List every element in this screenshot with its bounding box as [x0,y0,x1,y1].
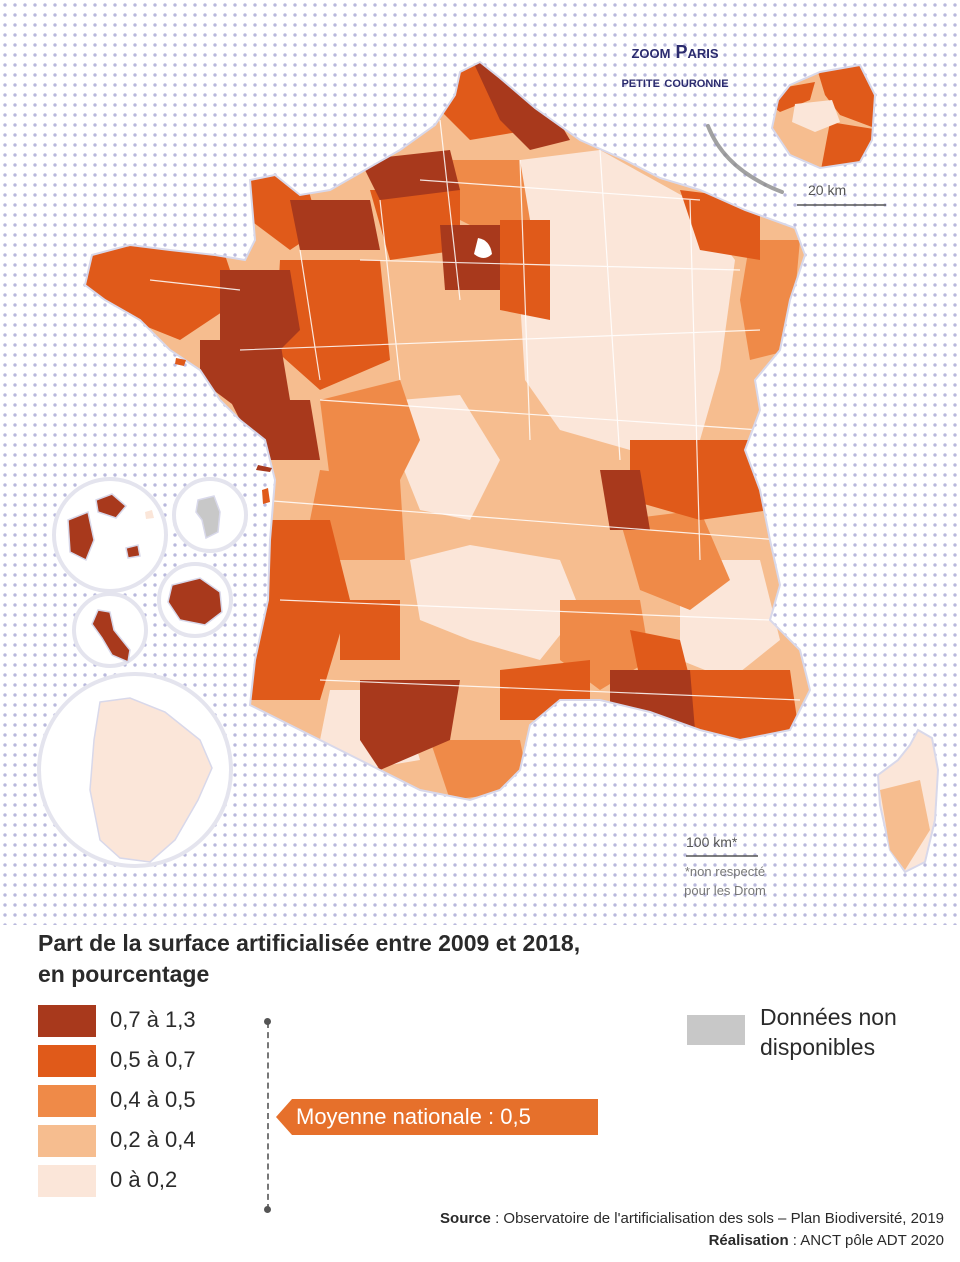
scale-note-line1: *non respecté [684,864,766,879]
france-choropleth-map [37,60,940,874]
france-outline [83,60,812,802]
map-area: zoom Paris petite couronne 20 km 100 km*… [0,0,960,925]
national-average-tag: Moyenne nationale : 0,5 [276,1099,598,1135]
zoom-title: zoom Paris [631,42,719,62]
realisation-value: : ANCT pôle ADT 2020 [788,1232,944,1249]
no-data-swatch [687,1015,745,1045]
legend-label: 0,5 à 0,7 [110,1047,196,1072]
guyane-inset [37,672,233,868]
paris-zoom-inset [770,63,877,170]
legend-swatch [38,1085,96,1117]
reunion-inset [157,562,233,638]
zoom-connector-curve [706,124,784,194]
no-data-line2: disponibles [760,1034,876,1060]
main-scale-label: 100 km* [686,834,738,850]
no-data-line1: Données non [760,1004,897,1030]
source-key: Source [440,1210,491,1227]
legend-title: Part de la surface artificialisée entre … [38,928,798,990]
mayotte-inset [172,477,248,553]
source-value: : Observatoire de l'artificialisation de… [490,1210,944,1227]
guadeloupe-inset [52,477,168,593]
belle-ile [175,358,186,366]
national-average-label: Moyenne nationale : 0,5 [296,1104,531,1129]
legend-scale-axis [267,1022,269,1210]
legend-swatch [38,1165,96,1197]
axis-bottom-dot [264,1206,271,1213]
legend-label: 0,4 à 0,5 [110,1087,196,1112]
department-borders [149,119,801,701]
zoom-subtitle: petite couronne [621,74,729,91]
source-credit: Source : Observatoire de l'artificialisa… [440,1210,944,1227]
ile-oleron [262,488,270,504]
legend-label: 0,2 à 0,4 [110,1127,196,1152]
realisation-key: Réalisation [708,1232,789,1249]
legend-title-line2: en pourcentage [38,961,210,987]
scale-note-line2: pour les Drom [684,883,766,898]
axis-top-dot [264,1018,271,1025]
legend-label: 0 à 0,2 [110,1167,178,1192]
martinique-inset [72,592,148,668]
legend-swatch [38,1125,96,1157]
legend-title-line1: Part de la surface artificialisée entre … [38,930,581,956]
zoom-scale-label: 20 km [808,182,847,198]
no-data-label: Données non disponibles [760,1002,940,1062]
legend-label: 0,7 à 1,3 [110,1007,196,1032]
legend-swatch [38,1045,96,1077]
realisation-credit: Réalisation : ANCT pôle ADT 2020 [709,1232,944,1249]
ile-de-re [256,465,272,472]
legend-swatch [38,1005,96,1037]
corsica [876,728,940,874]
